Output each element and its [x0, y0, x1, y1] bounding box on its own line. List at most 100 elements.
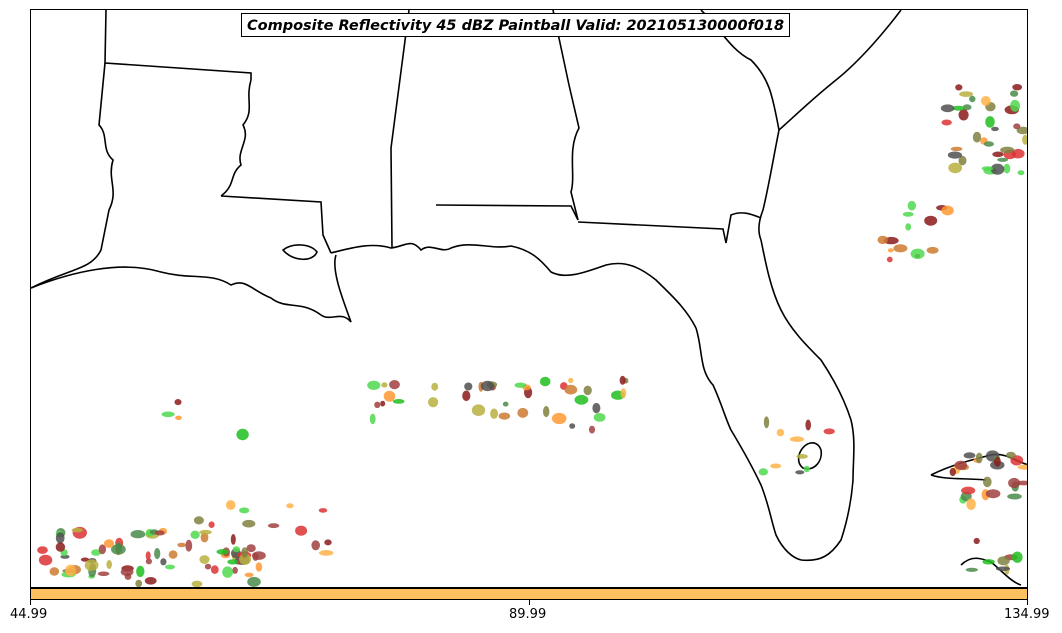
paintball-blob [255, 562, 263, 572]
paintball-blob [190, 530, 200, 539]
paintball-blob [374, 401, 381, 408]
paintball-blobs [37, 84, 1027, 587]
colorbar-tick-mid: 89.99 [509, 607, 547, 622]
paintball-blob [958, 109, 969, 121]
paintball-blob [246, 544, 256, 553]
paintball-blob [210, 565, 219, 574]
paintball-blob [763, 416, 770, 429]
paintball-blob [1017, 170, 1025, 176]
arkansas-louisiana-border [104, 10, 252, 80]
paintball-blob [191, 580, 203, 587]
paintball-blob [130, 530, 146, 539]
paintball-blob [887, 248, 894, 253]
paintball-blob [954, 460, 968, 470]
paintball-blob [97, 571, 110, 577]
colorbar-tick-mark [30, 600, 31, 605]
paintball-blob [392, 399, 405, 404]
paintball-blob [389, 380, 400, 390]
paintball-blob [980, 96, 991, 106]
paintball-blob [106, 560, 112, 569]
carolina-coast [778, 10, 902, 131]
paintball-blob [318, 508, 328, 513]
paintball-blob [981, 166, 994, 171]
paintball-blob [1012, 84, 1023, 91]
paintball-blob [502, 401, 509, 407]
paintball-blob [227, 559, 239, 565]
paintball-blob [216, 549, 229, 555]
paintball-blob [941, 119, 952, 126]
mississippi-alabama-border [390, 10, 410, 249]
paintball-blob [969, 95, 976, 103]
paintball-blob [199, 555, 210, 564]
paintball-blob [1010, 99, 1021, 112]
paintball-blob [564, 384, 578, 395]
paintball-blob [165, 564, 175, 570]
state-borders [31, 10, 1027, 586]
map-panel [30, 9, 1028, 588]
atlantic-coast-north [758, 129, 780, 241]
paintball-blob [168, 550, 178, 559]
paintball-blob [161, 411, 175, 418]
paintball-blob [490, 408, 499, 419]
paintball-blob [995, 566, 1011, 572]
paintball-blob [311, 540, 321, 551]
paintball-blob [124, 573, 132, 580]
paintball-blob [232, 546, 241, 553]
paintball-blob [428, 397, 439, 408]
paintball-blob [983, 476, 992, 488]
paintball-blob [1003, 163, 1011, 174]
paintball-blob [145, 551, 151, 561]
colorbar-tick-max: 134.99 [1004, 607, 1050, 622]
paintball-blob [381, 382, 388, 388]
paintball-blob [65, 564, 76, 577]
paintball-blob [985, 116, 995, 128]
paintball-blob [972, 131, 982, 143]
paintball-blob [369, 413, 376, 425]
paintball-blob [823, 428, 835, 435]
paintball-blob [963, 452, 976, 459]
paintball-blob [174, 399, 182, 406]
paintball-blob [1013, 123, 1021, 130]
paintball-blob [620, 388, 627, 399]
paintball-blob [1022, 134, 1027, 145]
paintball-blob [247, 576, 261, 587]
paintball-blob [907, 200, 916, 211]
colorbar [30, 588, 1028, 600]
paintball-blob [583, 385, 592, 396]
paintball-blob [200, 532, 209, 543]
paintball-blob [464, 382, 473, 391]
mississippi-river-border [220, 79, 252, 197]
paintball-blob [1007, 493, 1022, 500]
paintball-blob [199, 529, 212, 535]
colorbar-tick-mark [1027, 600, 1028, 605]
paintball-blob [983, 141, 995, 147]
paintball-blob [805, 419, 811, 431]
paintball-blob [770, 463, 782, 469]
paintball-blob [982, 559, 995, 565]
florida-big-bend [695, 327, 802, 561]
paintball-blob [803, 465, 810, 473]
paintball-blob [204, 563, 212, 570]
paintball-blob [155, 530, 165, 536]
paintball-blob [997, 556, 1010, 566]
map-title: Composite Reflectivity 45 dBZ Paintball … [241, 13, 791, 37]
paintball-blob [947, 151, 963, 159]
paintball-blob [222, 566, 234, 578]
paintball-blob [84, 559, 99, 571]
paintball-blob [966, 498, 976, 511]
florida-east-coast [760, 239, 855, 562]
paintball-blob [569, 423, 576, 429]
lake-okeechobee [797, 442, 823, 470]
paintball-blob [383, 390, 396, 402]
lake-pontchartrain [281, 244, 318, 261]
paintball-blob [905, 223, 912, 231]
paintball-blob [471, 404, 486, 417]
paintball-blob [324, 539, 332, 546]
paintball-blob [776, 428, 785, 437]
paintball-blob [154, 548, 161, 560]
paintball-blob [236, 428, 249, 441]
paintball-blob [295, 525, 308, 536]
paintball-blob [924, 215, 938, 226]
paintball-blob [241, 547, 249, 558]
paintball-blob [568, 377, 574, 384]
